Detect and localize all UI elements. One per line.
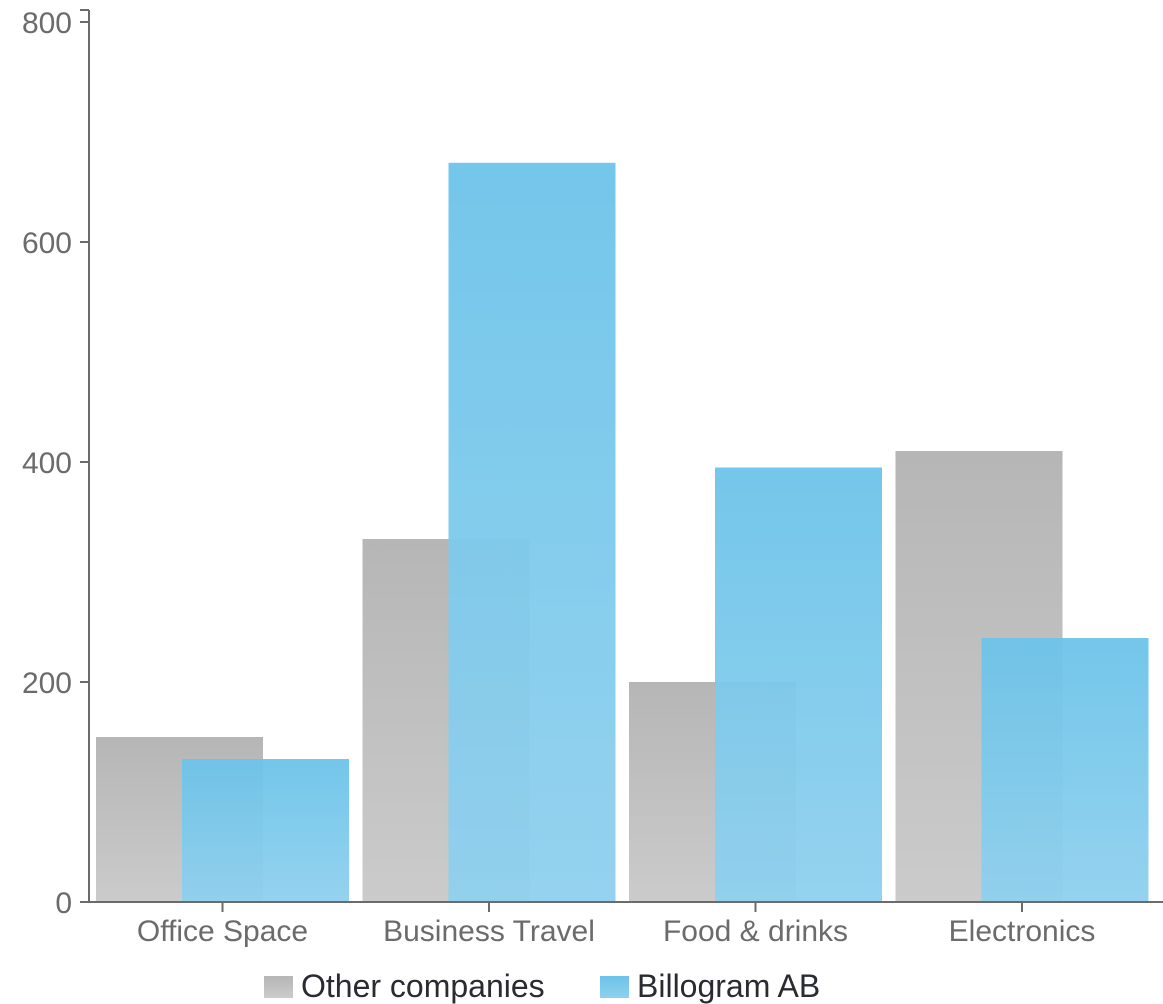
y-tick-label: 200 xyxy=(22,667,72,700)
x-ticks: Office Space Business Travel Food & drinks… xyxy=(137,902,1095,948)
legend: Other companies Billogram AB xyxy=(264,968,820,1004)
legend-label-0: Other companies xyxy=(301,968,545,1004)
y-tick-label: 800 xyxy=(22,7,72,40)
y-tick-label: 600 xyxy=(22,227,72,260)
bars-layer xyxy=(96,162,1149,903)
legend-label-1: Billogram AB xyxy=(637,968,820,1004)
bar-billogram-ab-0 xyxy=(182,759,349,902)
legend-swatch-0 xyxy=(264,976,293,998)
y-tick-label: 0 xyxy=(55,887,72,920)
axes-layer xyxy=(80,9,1163,903)
legend-swatch-1 xyxy=(600,976,629,998)
y-ticks: 0 200 400 600 800 xyxy=(22,7,89,920)
x-tick-label: Office Space xyxy=(137,915,308,948)
bar-billogram-ab-3 xyxy=(981,638,1149,902)
y-tick-label: 400 xyxy=(22,447,72,480)
x-tick-label: Food & drinks xyxy=(663,915,848,948)
x-tick-label: Business Travel xyxy=(383,915,595,948)
bar-billogram-ab-2 xyxy=(715,467,882,902)
bar-billogram-ab-1 xyxy=(448,162,616,903)
x-tick-label: Electronics xyxy=(949,915,1096,948)
